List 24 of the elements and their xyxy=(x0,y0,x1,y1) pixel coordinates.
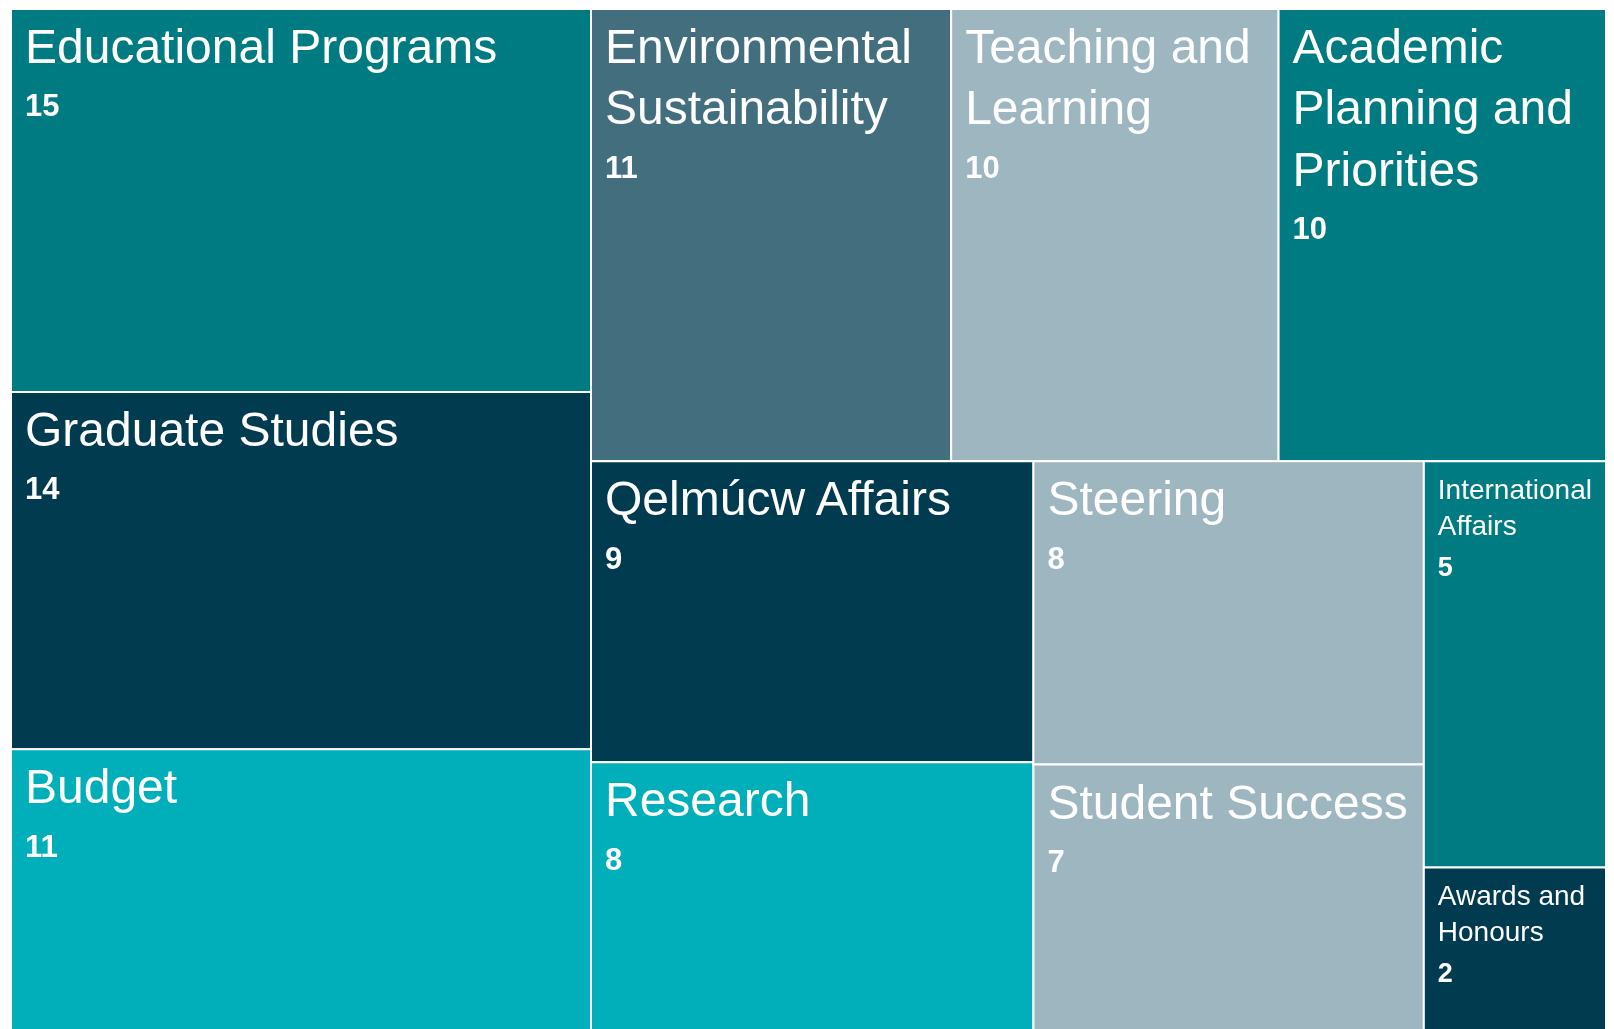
category-label: Teaching and Learning xyxy=(965,20,1251,135)
category-label: International Affairs xyxy=(1437,474,1592,541)
category-label: Environmental Sustainability xyxy=(605,20,912,135)
data-label: 8 xyxy=(1047,540,1065,576)
category-label: Budget xyxy=(25,760,178,814)
category-label: Awards and Honours xyxy=(1437,880,1586,948)
category-label: Qelmúcw Affairs xyxy=(605,472,951,526)
category-label: Graduate Studies xyxy=(25,402,399,456)
data-label: 9 xyxy=(605,540,623,576)
data-label: 5 xyxy=(1437,551,1453,582)
category-label: Educational Programs xyxy=(25,20,498,73)
data-label: 11 xyxy=(25,828,58,864)
data-label: 15 xyxy=(25,88,60,124)
data-label: 14 xyxy=(25,471,61,507)
data-label: 8 xyxy=(605,841,623,877)
data-label: 2 xyxy=(1437,958,1453,989)
category-label: Steering xyxy=(1047,472,1227,526)
category-label: Academic Planning and Priorities xyxy=(1292,20,1573,196)
data-label: 11 xyxy=(605,149,638,185)
category-label: Student Success xyxy=(1047,775,1408,829)
category-label: Research xyxy=(605,773,811,827)
data-label: 10 xyxy=(1292,211,1328,247)
data-label: 7 xyxy=(1047,843,1065,879)
data-label: 10 xyxy=(965,149,1000,185)
